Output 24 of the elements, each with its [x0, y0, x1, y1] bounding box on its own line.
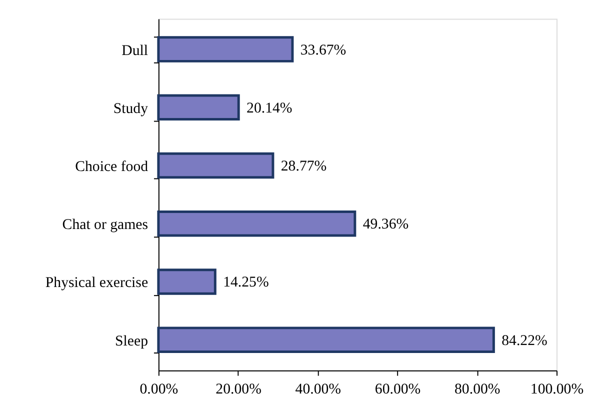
y-tick-label: Dull [122, 42, 148, 59]
x-tick-label: 80.00% [454, 382, 500, 398]
x-tick-label: 20.00% [216, 382, 262, 398]
y-tick-label: Choice food [75, 158, 149, 175]
bar [157, 210, 356, 237]
x-tick-label: 0.00% [140, 382, 178, 398]
x-tick-label: 40.00% [295, 382, 342, 398]
data-label: 14.25% [223, 274, 269, 291]
data-label: 20.14% [246, 100, 292, 116]
data-label: 28.77% [280, 158, 327, 174]
bar [157, 94, 240, 121]
bar [157, 36, 294, 62]
y-tick-label: Study [113, 100, 149, 117]
y-tick-label: Chat or games [62, 217, 148, 234]
data-label: 49.36% [362, 216, 409, 233]
bar [157, 152, 274, 179]
data-label: 33.67% [300, 42, 346, 58]
y-tick-label: Physical exercise [45, 275, 148, 292]
bar [157, 326, 495, 353]
data-label: 84.22% [502, 332, 548, 349]
y-tick-label: Sleep [115, 333, 148, 350]
x-tick-label: 100.00% [530, 382, 584, 398]
x-tick-label: 60.00% [374, 382, 421, 398]
bar [157, 268, 216, 295]
